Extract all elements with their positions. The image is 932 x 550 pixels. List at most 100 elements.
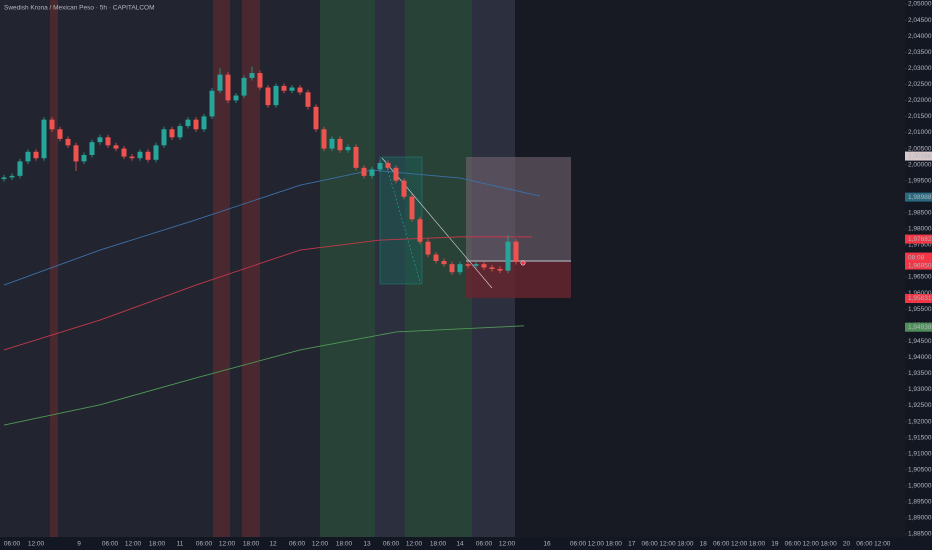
candle-body: [361, 167, 367, 176]
candle-body: [321, 129, 327, 149]
y-tick-label: 1,97500: [908, 242, 932, 249]
candle-body: [33, 151, 39, 159]
future-bg: [515, 0, 905, 537]
x-tick-label: 12: [269, 541, 277, 548]
candle-body: [481, 264, 487, 268]
red-zone: [50, 0, 58, 537]
candle-body: [97, 137, 103, 143]
x-tick-label: 06:00: [102, 541, 119, 548]
x-tick-label: 18:00: [430, 541, 447, 548]
alert-dot: [520, 260, 526, 266]
candle-body: [401, 180, 407, 197]
y-tick-label: 2,03000: [908, 65, 932, 72]
price-axis: [905, 0, 932, 550]
candle-body: [41, 119, 47, 159]
x-tick-label: 06:00: [570, 541, 587, 548]
price-tag-label: 1,95831: [908, 295, 932, 302]
x-tick-label: 12:00: [803, 541, 820, 548]
price-tag: [905, 294, 932, 304]
price-tag-label: 1,98988: [908, 194, 932, 201]
candle-body: [457, 264, 463, 273]
x-tick-label: 12:00: [312, 541, 329, 548]
moving-average: [3, 325, 525, 426]
candle-body: [137, 151, 143, 159]
x-tick-label: 12:00: [28, 541, 45, 548]
x-tick-label: 18:00: [820, 541, 837, 548]
position-box: [379, 156, 423, 285]
candle-body: [417, 219, 423, 242]
y-tick-label: 2,00500: [908, 145, 932, 152]
candle-body: [489, 267, 495, 269]
candle-body: [273, 85, 279, 106]
y-tick-label: 2,03500: [908, 49, 932, 56]
price-tag-label: 1,97682: [908, 236, 932, 243]
y-tick-label: 1,93000: [908, 386, 932, 393]
y-tick-label: 1,93500: [908, 370, 932, 377]
candle-body: [177, 126, 183, 138]
candle-body: [73, 145, 79, 162]
price-tag-label: 2,00266: [908, 153, 932, 160]
y-tick-label: 2,02000: [908, 97, 932, 104]
x-tick-label: 18:00: [243, 541, 260, 548]
candle-body: [193, 119, 199, 130]
x-tick-label: 11: [177, 541, 184, 548]
candle-body: [113, 145, 119, 149]
candle-body: [153, 145, 159, 160]
y-tick-label: 2,04000: [908, 33, 932, 40]
countdown: 08:08: [908, 254, 925, 261]
green-zone: [320, 0, 375, 537]
candle-body: [441, 260, 447, 265]
x-tick-label: 06:00: [289, 541, 306, 548]
y-tick-label: 2,02500: [908, 81, 932, 88]
trend-line: [381, 157, 493, 289]
candle-body: [409, 196, 415, 220]
y-tick-label: 1,90000: [908, 483, 932, 490]
candle-body: [337, 138, 343, 151]
x-tick-label: 06:00: [856, 541, 873, 548]
x-tick-label: 06:00: [196, 541, 213, 548]
candle-body: [169, 129, 175, 138]
time-axis: [0, 537, 932, 550]
candle-body: [425, 241, 431, 255]
candle-body: [49, 119, 55, 130]
x-tick-label: 06:00: [641, 541, 658, 548]
candle-body: [25, 151, 31, 162]
candle-body: [433, 254, 439, 261]
x-tick-label: 16: [543, 541, 551, 548]
x-tick-label: 14: [456, 541, 464, 548]
x-tick-label: 12:00: [874, 541, 891, 548]
candle-body: [369, 169, 375, 176]
y-tick-label: 1,94500: [908, 338, 932, 345]
candle-body: [249, 73, 255, 78]
x-tick-label: 12:00: [731, 541, 748, 548]
red-zone: [213, 0, 230, 537]
price-tag-label: 1,96950: [908, 262, 932, 269]
candle-body: [81, 154, 87, 162]
candle-body: [161, 129, 167, 146]
x-tick-label: 18: [700, 541, 708, 548]
candle-body: [57, 129, 63, 139]
y-tick-label: 1,92000: [908, 418, 932, 425]
candle-body: [217, 74, 223, 91]
x-tick-label: 06:00: [785, 541, 802, 548]
candle-body: [201, 116, 207, 130]
x-tick-label: 12:00: [219, 541, 236, 548]
candle-body: [393, 167, 399, 181]
candle-body: [465, 264, 471, 266]
y-tick-label: 1,92500: [908, 402, 932, 409]
candle-body: [89, 142, 95, 155]
zones: [50, 0, 571, 537]
candle-body: [265, 87, 271, 106]
candle-body: [241, 77, 247, 96]
candle-body: [473, 264, 479, 266]
candle-body: [209, 90, 215, 117]
y-tick-label: 1,91500: [908, 434, 932, 441]
candle-body: [17, 161, 23, 176]
y-tick-label: 1,89500: [908, 499, 932, 506]
candle-body: [345, 146, 351, 151]
candle-body: [105, 137, 111, 146]
candle-body: [121, 148, 127, 157]
y-tick-label: 2,01500: [908, 113, 932, 120]
candle-body: [65, 138, 71, 146]
candle-body: [497, 268, 503, 271]
